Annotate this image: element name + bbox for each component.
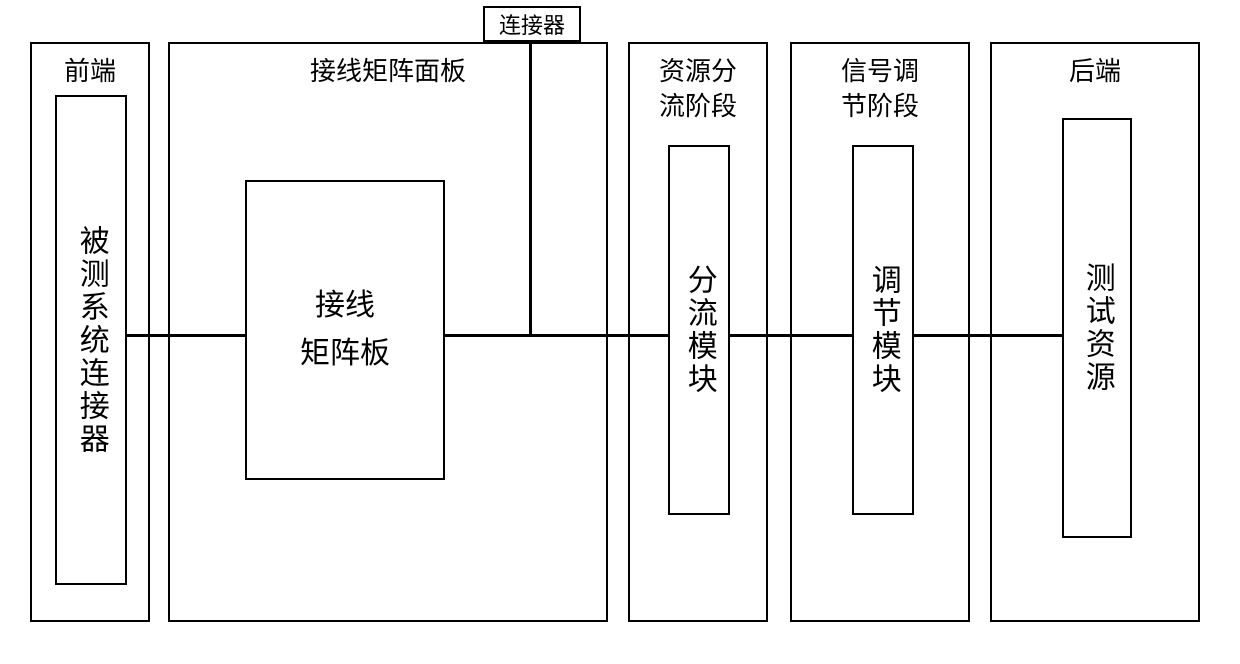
label-shunt-module: 分流模块 bbox=[680, 264, 718, 396]
box-cond-module: 调节模块 bbox=[852, 145, 914, 515]
box-test-resources: 测试资源 bbox=[1062, 118, 1132, 538]
label-cond-module: 调节模块 bbox=[864, 264, 902, 396]
line-h4 bbox=[914, 334, 1062, 337]
line-h2 bbox=[445, 334, 668, 337]
stage-title-backend: 后端 bbox=[992, 54, 1198, 89]
box-sut-connector: 被测系统连接器 bbox=[55, 95, 127, 585]
stage-title-shunt: 资源分流阶段 bbox=[630, 54, 766, 124]
label-matrix-board: 接线矩阵板 bbox=[300, 282, 390, 378]
stage-title-matrix: 接线矩阵面板 bbox=[170, 54, 606, 89]
box-matrix-board: 接线矩阵板 bbox=[245, 180, 445, 480]
line-h3 bbox=[730, 334, 852, 337]
line-connector-down bbox=[529, 42, 532, 335]
box-connector: 连接器 bbox=[483, 6, 581, 42]
stage-title-cond: 信号调节阶段 bbox=[792, 54, 968, 124]
stage-title-frontend: 前端 bbox=[32, 54, 148, 89]
label-test-resources: 测试资源 bbox=[1078, 262, 1116, 394]
line-h1 bbox=[127, 334, 245, 337]
box-shunt-module: 分流模块 bbox=[668, 145, 730, 515]
label-sut-connector: 被测系统连接器 bbox=[72, 225, 110, 456]
label-connector: 连接器 bbox=[499, 8, 565, 40]
